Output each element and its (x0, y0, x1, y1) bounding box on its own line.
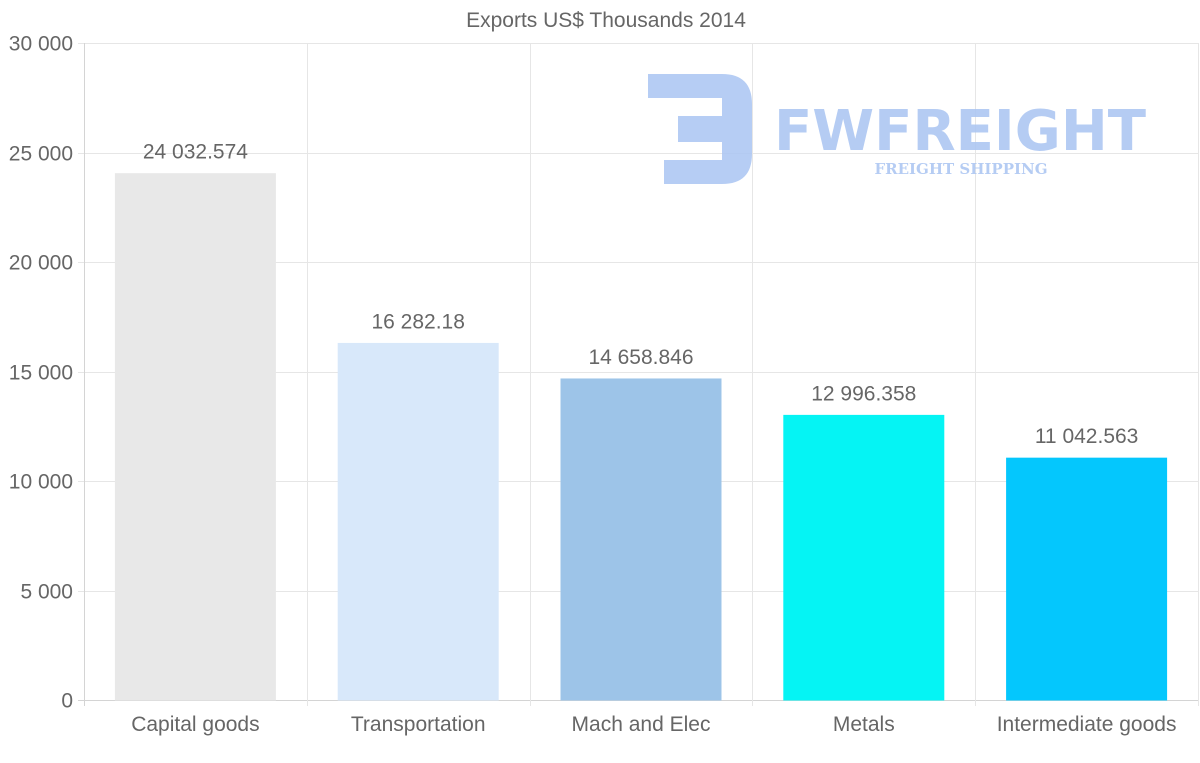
watermark-tagline: FREIGHT SHIPPING (874, 160, 1047, 178)
bar-metals[interactable] (783, 414, 945, 701)
tick-labels: 0 5 000 10 000 15 000 20 000 25 000 30 000 Capi… (9, 33, 1177, 737)
x-tick-label: Metals (833, 713, 895, 736)
bar-value-label: 12 996.358 (811, 382, 916, 405)
bar-transportation[interactable] (337, 342, 499, 701)
y-tick-label: 25 000 (9, 143, 73, 166)
y-tick-label: 10 000 (9, 471, 73, 494)
bar-value-label: 14 658.846 (588, 346, 693, 369)
x-tick-label: Intermediate goods (997, 713, 1177, 736)
bar-value-label: 11 042.563 (1035, 425, 1139, 448)
y-tick-label: 20 000 (9, 252, 73, 275)
y-tick-label: 0 (61, 690, 73, 713)
bar-mach-and-elec[interactable] (560, 378, 722, 701)
y-tick-label: 5 000 (20, 581, 73, 604)
fwfreight-logo: FWFREIGHT FREIGHT SHIPPING (648, 74, 1146, 184)
bars (114, 173, 1168, 701)
y-tick-label: 30 000 (9, 33, 73, 56)
watermark-brand: FWFREIGHT (774, 99, 1146, 164)
bar-value-label: 24 032.574 (143, 141, 248, 164)
y-tick-label: 15 000 (9, 362, 73, 385)
logo-mark-icon (648, 74, 752, 184)
bar-intermediate-goods[interactable] (1006, 457, 1168, 701)
x-tick-label: Mach and Elec (572, 713, 711, 736)
chart-title: Exports US$ Thousands 2014 (466, 9, 746, 32)
x-tick-label: Transportation (351, 713, 486, 736)
data-labels: 24 032.574 16 282.18 14 658.846 12 996.358 1… (143, 141, 1139, 448)
x-tick-label: Capital goods (131, 713, 259, 736)
bar-value-label: 16 282.18 (371, 310, 464, 333)
bar-capital-goods[interactable] (114, 173, 276, 701)
